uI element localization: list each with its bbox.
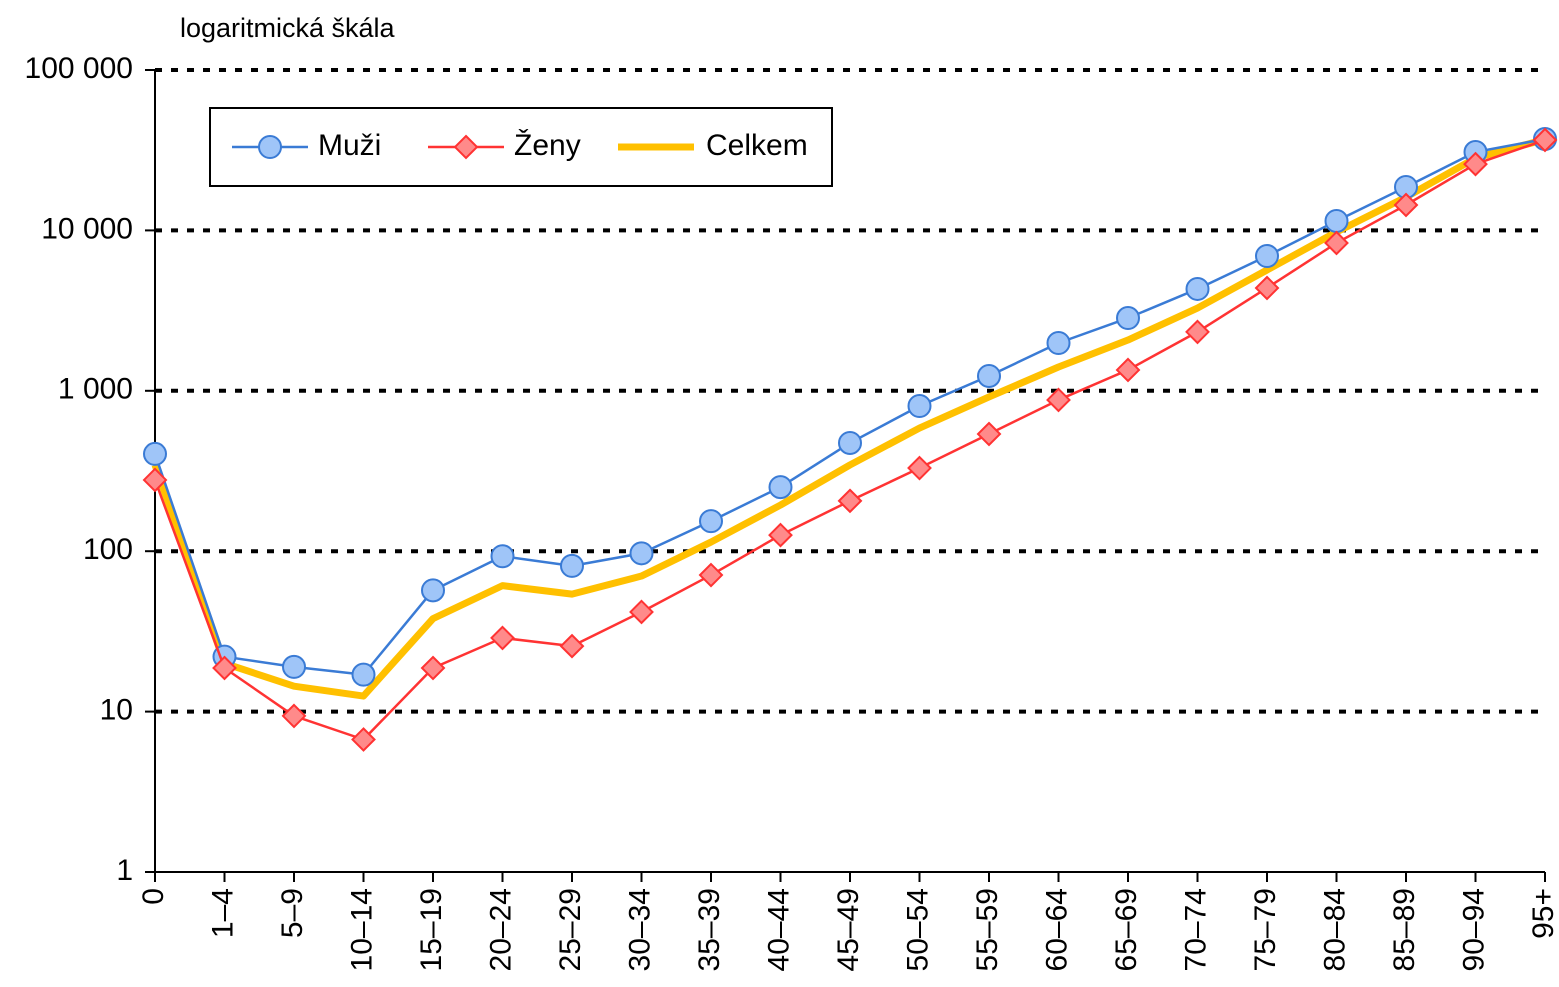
point — [453, 134, 479, 160]
point — [490, 544, 515, 569]
point — [559, 633, 585, 659]
x-tick-label: 80–84 — [1318, 888, 1351, 971]
x-tick-label: 50–54 — [901, 888, 934, 971]
point — [1185, 276, 1210, 301]
point — [351, 662, 376, 687]
x-tick-label: 65–69 — [1110, 888, 1143, 971]
point — [837, 488, 863, 514]
x-tick-label: 20–24 — [484, 888, 517, 971]
point — [421, 578, 445, 603]
point — [768, 475, 793, 500]
chart-subtitle: logaritmická škála — [180, 13, 396, 43]
point — [1324, 208, 1349, 233]
x-tick-label: 75–79 — [1249, 888, 1282, 971]
x-tick-label: 0 — [137, 888, 170, 905]
x-tick-label: 70–74 — [1179, 888, 1212, 971]
x-tick-label: 55–59 — [971, 888, 1004, 971]
series-line — [151, 136, 1546, 700]
point — [490, 625, 515, 651]
point — [768, 522, 793, 548]
point — [698, 562, 724, 588]
x-tick-label: 40–44 — [762, 888, 795, 971]
point — [1255, 244, 1279, 269]
point — [212, 655, 237, 681]
point — [143, 441, 167, 466]
point — [699, 509, 723, 534]
x-tick-label: 25–29 — [554, 888, 587, 971]
x-tick-label: 30–34 — [623, 888, 656, 971]
x-tick-label: 85–89 — [1388, 888, 1421, 971]
y-tick-label: 1 000 — [58, 373, 133, 406]
point — [282, 654, 306, 679]
point — [907, 393, 932, 418]
point — [1463, 151, 1488, 177]
x-tick-label: 1–4 — [206, 888, 239, 938]
point — [907, 455, 932, 481]
point — [629, 599, 654, 625]
y-tick-label: 1 — [116, 854, 133, 887]
x-tick-label: 90–94 — [1457, 888, 1490, 971]
legend-label: Muži — [318, 129, 381, 162]
point — [1532, 127, 1558, 153]
point — [1254, 275, 1280, 301]
point — [1116, 306, 1140, 331]
y-tick-label: 100 — [83, 533, 133, 566]
legend-label: Ženy — [514, 129, 581, 162]
legend-label: Celkem — [706, 129, 808, 162]
y-tick-label: 100 000 — [25, 52, 133, 85]
point — [142, 467, 168, 493]
x-tick-label: 15–19 — [415, 888, 448, 971]
x-tick-label: 60–64 — [1040, 888, 1073, 971]
x-tick-label: 95+ — [1527, 888, 1559, 939]
point — [1393, 192, 1419, 218]
x-tick-label: 10–14 — [345, 888, 378, 971]
point — [420, 655, 446, 681]
point — [977, 363, 1001, 388]
point — [976, 421, 1002, 447]
point — [629, 541, 654, 566]
y-tick-label: 10 — [100, 694, 133, 727]
point — [258, 135, 282, 159]
legend-box — [209, 107, 833, 187]
point — [838, 430, 862, 455]
point — [1185, 319, 1210, 345]
legend: Muži Ženy Celkem — [209, 107, 833, 187]
point — [281, 703, 307, 729]
point — [1324, 230, 1349, 256]
x-tick-label: 45–49 — [832, 888, 865, 971]
point — [1046, 331, 1071, 356]
point — [560, 553, 584, 578]
y-tick-label: 10 000 — [41, 212, 133, 245]
point — [351, 727, 376, 752]
x-tick-label: 5–9 — [276, 888, 309, 938]
x-tick-label: 35–39 — [693, 888, 726, 971]
point — [1046, 387, 1071, 413]
point — [1115, 357, 1141, 383]
